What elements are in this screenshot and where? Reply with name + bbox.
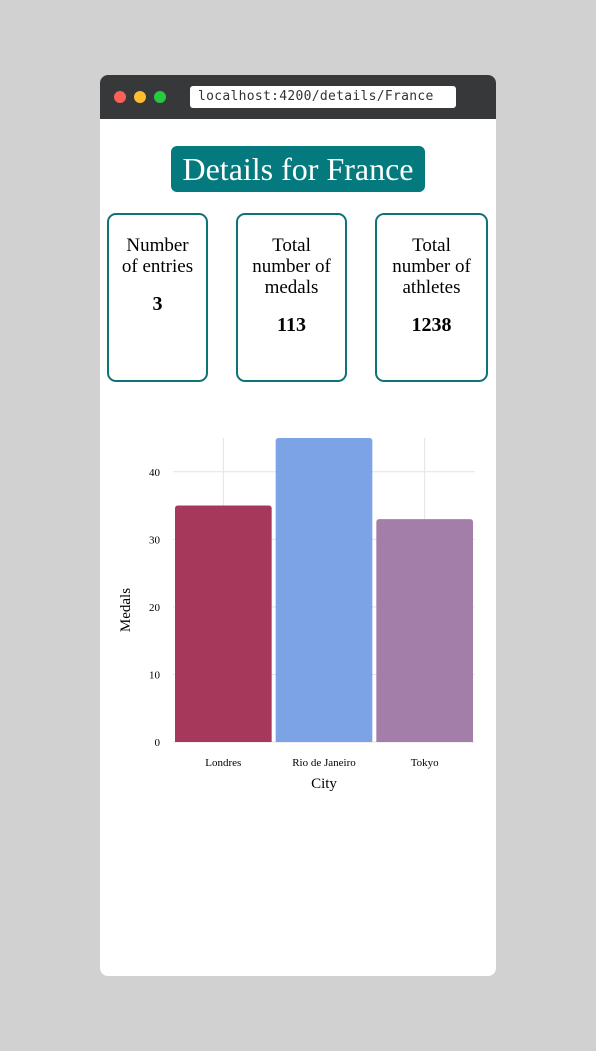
stat-label: Total number of medals [252, 235, 331, 298]
medals-bar-chart: 0 10 20 30 40 Londres Rio de Janeiro Tokyo City M… [118, 438, 475, 792]
page-title: Details for France [171, 146, 425, 192]
x-axis-label: City [311, 776, 337, 792]
browser-titlebar: localhost:4200/details/France [100, 75, 496, 119]
x-tick-label: Tokyo [411, 757, 439, 769]
bar-rio-de-janeiro [275, 438, 373, 742]
y-tick-label: 20 [149, 602, 161, 614]
stat-value: 1238 [411, 314, 452, 336]
y-tick-label: 30 [149, 534, 161, 546]
maximize-window-icon[interactable] [154, 91, 166, 103]
stat-value: 3 [152, 293, 163, 315]
stat-value: 113 [277, 314, 306, 336]
browser-window: localhost:4200/details/France Details fo… [100, 75, 496, 976]
close-window-icon[interactable] [114, 91, 126, 103]
bar-tokyo [376, 519, 473, 742]
stat-card-medals: Total number of medals 113 [236, 213, 347, 382]
stat-label: Number of entries [121, 235, 194, 277]
y-tick-label: 40 [149, 467, 161, 479]
x-tick-label: Rio de Janeiro [292, 757, 356, 769]
bar-londres [175, 505, 272, 742]
y-tick-label: 10 [149, 669, 161, 681]
x-tick-label: Londres [205, 757, 241, 769]
stat-card-entries: Number of entries 3 [107, 213, 208, 382]
minimize-window-icon[interactable] [134, 91, 146, 103]
stat-label: Total number of athletes [392, 235, 471, 298]
stat-card-athletes: Total number of athletes 1238 [375, 213, 488, 382]
y-tick-label: 0 [155, 737, 161, 749]
y-axis-label: Medals [118, 588, 134, 632]
address-bar[interactable]: localhost:4200/details/France [190, 86, 456, 108]
